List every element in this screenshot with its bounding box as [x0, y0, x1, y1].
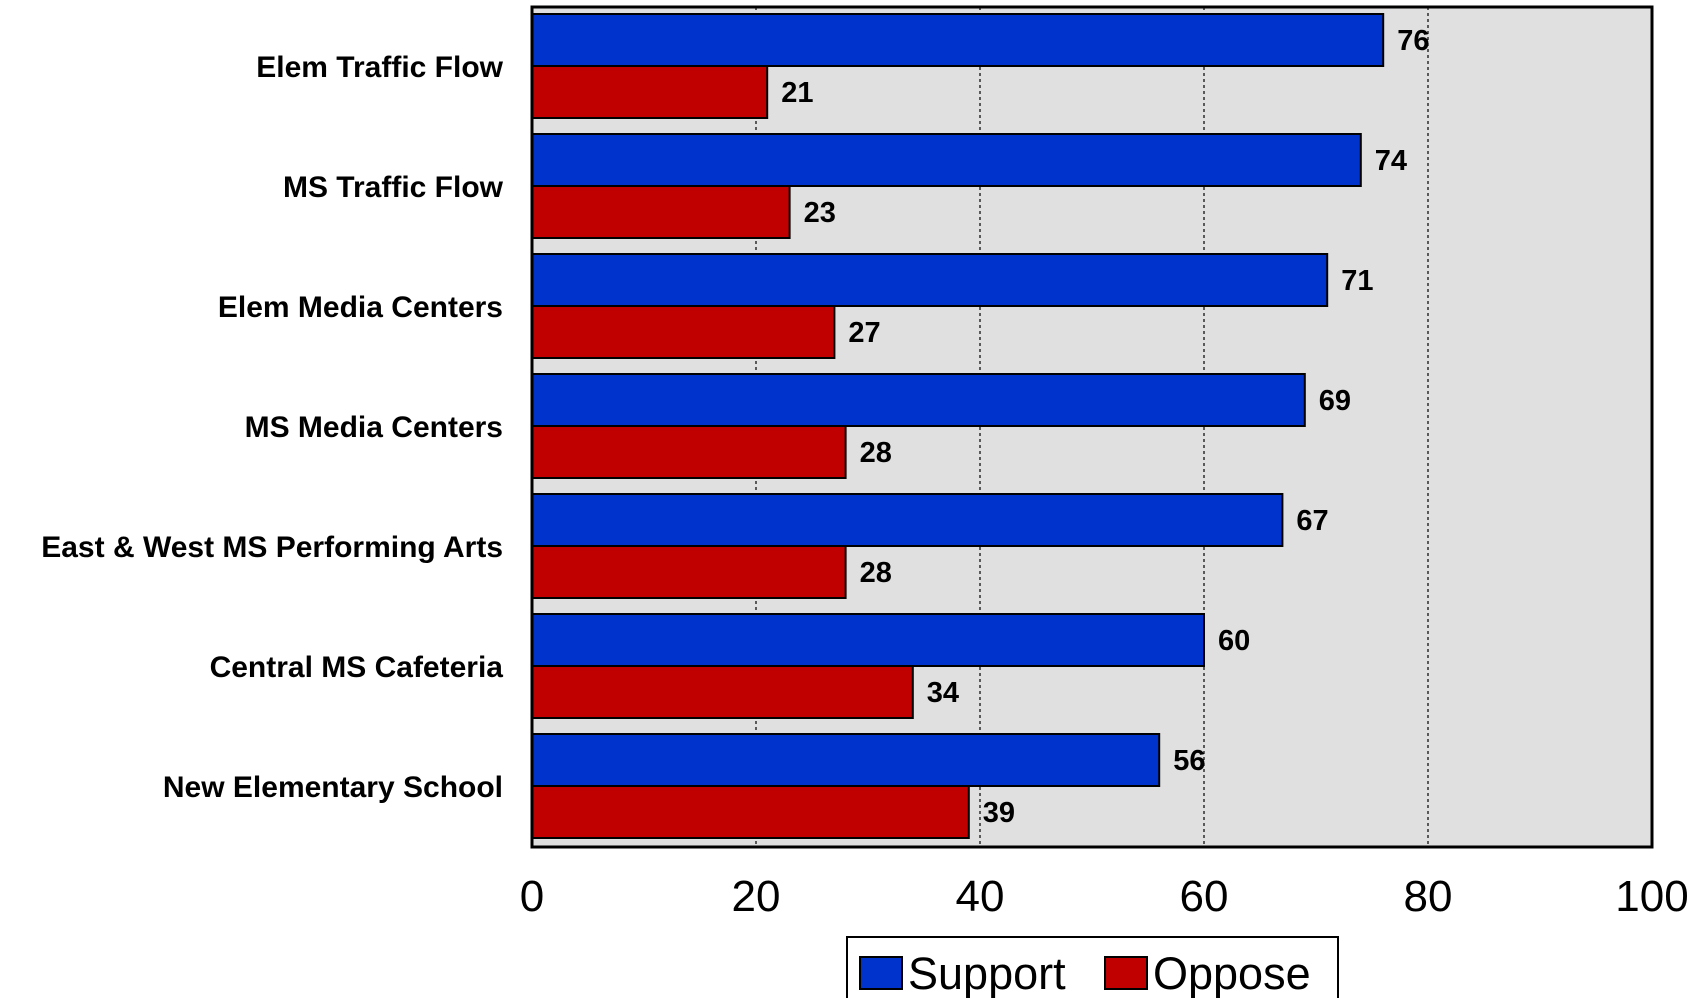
category-label: New Elementary School	[163, 771, 503, 804]
legend: Support Oppose	[846, 936, 1339, 998]
category-label: Elem Traffic Flow	[256, 51, 503, 84]
data-label: 23	[804, 197, 836, 229]
data-label: 74	[1375, 145, 1407, 177]
category-label: Elem Media Centers	[218, 291, 503, 324]
data-label: 21	[781, 77, 813, 109]
data-label: 39	[983, 797, 1015, 829]
data-label: 60	[1218, 625, 1250, 657]
bar-oppose	[531, 425, 847, 479]
bar-support	[531, 133, 1362, 187]
plot-frame	[530, 5, 1654, 849]
category-labels: Elem Traffic Flow MS Traffic Flow Elem Med…	[41, 51, 503, 804]
bar-oppose	[531, 185, 791, 239]
bar-support	[531, 733, 1161, 787]
data-label: 34	[927, 677, 959, 709]
bar-oppose	[531, 65, 769, 119]
category-label: MS Traffic Flow	[283, 171, 504, 204]
bar-support	[531, 13, 1385, 67]
value-labels: 76 21 74 23 71 27 69 28 67 28 60 34 56 39	[781, 25, 1429, 829]
legend-label-oppose: Oppose	[1153, 948, 1311, 998]
data-label: 69	[1319, 385, 1351, 417]
legend-swatch-support	[859, 956, 903, 990]
x-tick-label: 100	[1615, 872, 1688, 921]
legend-swatch-oppose	[1104, 956, 1148, 990]
x-tick-label: 0	[520, 872, 544, 921]
bars	[531, 13, 1385, 839]
bar-support	[531, 493, 1284, 547]
legend-label-support: Support	[908, 948, 1066, 998]
x-tick-label: 80	[1404, 872, 1453, 921]
bar-support	[531, 373, 1306, 427]
bar-oppose	[531, 545, 847, 599]
bar-support	[531, 613, 1205, 667]
data-label: 76	[1397, 25, 1429, 57]
bar-oppose	[531, 785, 970, 839]
data-label: 27	[848, 317, 880, 349]
category-label: Central MS Cafeteria	[210, 651, 504, 684]
category-label: MS Media Centers	[245, 411, 503, 444]
data-label: 28	[860, 557, 892, 589]
x-tick-label: 20	[732, 872, 781, 921]
category-label: East & West MS Performing Arts	[41, 531, 503, 564]
bar-oppose	[531, 665, 914, 719]
x-axis-tick-labels: 0 20 40 60 80 100	[520, 872, 1689, 921]
data-label: 67	[1296, 505, 1328, 537]
bar-support	[531, 253, 1329, 307]
data-label: 28	[860, 437, 892, 469]
x-tick-label: 60	[1180, 872, 1229, 921]
data-label: 56	[1173, 745, 1205, 777]
x-tick-label: 40	[956, 872, 1005, 921]
data-label: 71	[1341, 265, 1373, 297]
bar-oppose	[531, 305, 836, 359]
legend-box	[846, 936, 1339, 998]
